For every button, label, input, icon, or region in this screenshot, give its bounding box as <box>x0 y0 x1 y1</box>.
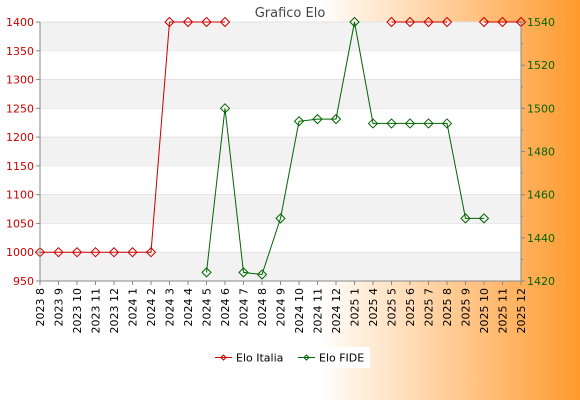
right-tick-label: 1500 <box>527 102 555 115</box>
data-point-elo-italia <box>404 16 416 28</box>
legend-label-fide: Elo FIDE <box>319 352 364 365</box>
x-tick-label: 2024 6 <box>219 288 232 327</box>
x-tick-label: 2024 7 <box>238 288 251 327</box>
right-tick-label: 1520 <box>527 59 555 72</box>
x-tick-label: 2025 1 <box>349 288 362 327</box>
left-tick-label: 1300 <box>6 74 34 87</box>
series-line-elo-italia <box>40 21 225 253</box>
data-point-elo-italia <box>145 247 157 258</box>
chart-title: Grafico Elo <box>255 6 326 21</box>
left-tick-label: 1250 <box>6 102 34 115</box>
left-tick-label: 1150 <box>6 160 34 173</box>
grid-band <box>40 137 521 166</box>
data-point-elo-italia <box>182 16 194 28</box>
grid-band <box>40 252 521 281</box>
right-tick-label: 1540 <box>527 16 555 29</box>
grid-band <box>40 79 521 109</box>
x-tick-label: 2024 4 <box>182 288 195 327</box>
x-tick-label: 2024 2 <box>145 288 158 327</box>
legend-label-italia: Elo Italia <box>236 352 283 365</box>
series-line-elo-fide <box>206 21 484 276</box>
data-point-elo-italia <box>423 16 434 28</box>
x-tick-label: 2023 11 <box>90 288 103 334</box>
right-tick-label: 1420 <box>527 275 555 288</box>
x-tick-label: 2024 12 <box>330 288 343 334</box>
x-tick-label: 2025 11 <box>497 288 510 334</box>
data-point-elo-fide <box>238 267 249 278</box>
data-point-elo-fide <box>256 269 268 280</box>
x-tick-label: 2025 10 <box>478 288 491 334</box>
left-tick-label: 1050 <box>6 217 34 230</box>
left-tick-label: 1400 <box>6 16 34 29</box>
data-point-elo-italia <box>497 16 508 28</box>
left-tick-label: 1100 <box>6 189 34 202</box>
x-tick-label: 2023 10 <box>71 288 84 334</box>
x-tick-label: 2023 12 <box>108 288 121 334</box>
x-tick-label: 2024 1 <box>127 288 140 327</box>
data-point-elo-fide <box>219 103 231 114</box>
data-point-elo-italia <box>164 16 175 28</box>
data-point-elo-italia <box>127 247 138 258</box>
x-tick-label: 2025 9 <box>460 288 473 327</box>
legend-marker-fide <box>303 354 310 361</box>
legend-box <box>211 347 370 368</box>
data-point-elo-italia <box>478 16 490 28</box>
data-point-elo-fide <box>367 118 379 129</box>
legend-marker-italia <box>220 354 227 361</box>
left-tick-label: 950 <box>13 275 34 288</box>
right-tick-label: 1440 <box>527 232 555 245</box>
x-tick-label: 2025 12 <box>515 288 528 334</box>
x-tick-label: 2025 5 <box>386 288 399 327</box>
data-point-elo-fide <box>460 213 471 224</box>
data-point-elo-italia <box>71 247 83 258</box>
grid-band <box>40 22 521 51</box>
data-point-elo-italia <box>53 247 64 258</box>
data-point-elo-italia <box>90 247 101 258</box>
right-tick-label: 1480 <box>527 146 555 159</box>
x-tick-label: 2023 9 <box>53 288 66 327</box>
data-point-elo-fide <box>441 118 453 129</box>
data-point-elo-fide <box>423 118 434 129</box>
data-point-elo-fide <box>275 213 286 224</box>
x-tick-label: 2025 4 <box>367 288 380 327</box>
x-tick-label: 2025 6 <box>404 288 417 327</box>
data-point-elo-fide <box>312 113 323 125</box>
data-point-elo-fide <box>404 118 416 129</box>
x-tick-label: 2024 8 <box>256 288 269 327</box>
data-point-elo-italia <box>441 16 453 28</box>
left-tick-label: 1350 <box>6 45 34 58</box>
data-point-elo-fide <box>386 118 397 129</box>
legend: Elo Italia Elo FIDE <box>211 347 370 368</box>
x-tick-label: 2024 11 <box>312 288 325 334</box>
data-point-elo-fide <box>349 16 360 28</box>
left-tick-label: 1200 <box>6 131 34 144</box>
x-tick-label: 2025 8 <box>441 288 454 327</box>
data-point-elo-fide <box>201 267 212 278</box>
x-tick-label: 2024 9 <box>275 288 288 327</box>
right-tick-label: 1460 <box>527 189 555 202</box>
data-point-elo-italia <box>201 16 212 28</box>
left-tick-label: 1000 <box>6 246 34 259</box>
x-tick-label: 2024 10 <box>293 288 306 334</box>
data-point-elo-italia <box>108 247 120 258</box>
data-point-elo-italia <box>386 16 397 28</box>
data-point-elo-fide <box>330 113 342 125</box>
data-point-elo-fide <box>293 116 305 127</box>
x-tick-label: 2025 7 <box>423 288 436 327</box>
data-point-elo-fide <box>478 213 490 224</box>
x-tick-label: 2023 8 <box>34 288 47 327</box>
x-tick-label: 2024 3 <box>164 288 177 327</box>
x-tick-label: 2024 5 <box>201 288 214 327</box>
data-point-elo-italia <box>219 16 231 28</box>
